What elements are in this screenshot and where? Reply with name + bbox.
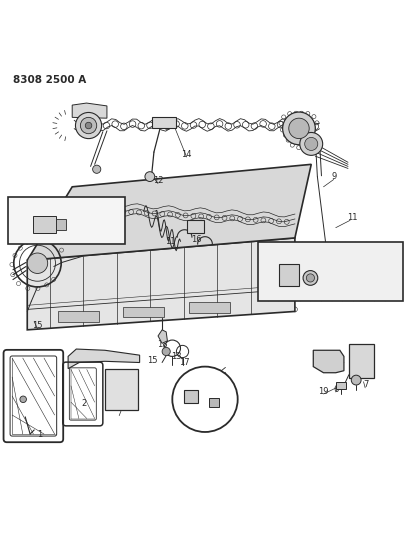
Text: 20: 20: [321, 266, 332, 275]
Circle shape: [288, 118, 308, 139]
Text: 6: 6: [332, 385, 337, 393]
Circle shape: [314, 261, 319, 266]
Bar: [58, 311, 99, 321]
Bar: [348, 344, 373, 378]
Text: 19: 19: [317, 386, 328, 395]
Bar: [151, 117, 176, 128]
Circle shape: [75, 112, 101, 139]
Bar: [186, 220, 203, 233]
Bar: [105, 369, 137, 409]
Text: 13: 13: [171, 352, 181, 361]
Text: 8: 8: [320, 254, 326, 263]
Text: 15: 15: [32, 321, 43, 330]
Text: 18: 18: [156, 340, 167, 349]
Bar: [335, 382, 345, 389]
Polygon shape: [72, 103, 107, 118]
Bar: [188, 302, 229, 313]
Bar: [183, 390, 198, 403]
Text: 1: 1: [37, 430, 42, 439]
Circle shape: [299, 133, 322, 155]
Bar: [209, 398, 219, 407]
Text: 11: 11: [164, 238, 175, 246]
Text: 11: 11: [346, 213, 357, 222]
Circle shape: [302, 271, 317, 285]
Text: E1
1A1: E1 1A1: [111, 381, 121, 391]
Bar: [123, 307, 164, 317]
Circle shape: [27, 253, 47, 273]
Polygon shape: [27, 164, 310, 261]
Text: 11: 11: [38, 203, 49, 212]
Circle shape: [92, 165, 101, 173]
Circle shape: [282, 112, 315, 145]
Text: 3: 3: [122, 386, 128, 395]
Polygon shape: [68, 349, 139, 369]
Text: 14: 14: [181, 150, 191, 159]
Text: 17: 17: [179, 358, 189, 367]
Text: 9: 9: [330, 172, 335, 181]
Bar: [278, 264, 298, 286]
Text: 2: 2: [82, 399, 87, 408]
Circle shape: [306, 274, 314, 282]
Bar: [8, 197, 124, 244]
Bar: [258, 242, 402, 301]
Circle shape: [172, 367, 237, 432]
Bar: [33, 216, 56, 232]
Circle shape: [144, 172, 154, 182]
Bar: [56, 219, 66, 230]
Text: 5: 5: [363, 344, 368, 353]
Text: 10: 10: [321, 356, 332, 365]
Circle shape: [20, 396, 26, 402]
Text: 8308 2500 A: 8308 2500 A: [13, 75, 86, 85]
Polygon shape: [312, 350, 343, 373]
Circle shape: [351, 375, 360, 385]
Text: 7: 7: [363, 381, 368, 390]
Text: 21: 21: [352, 272, 363, 281]
Polygon shape: [157, 330, 167, 343]
Text: 4: 4: [96, 356, 101, 365]
Circle shape: [85, 122, 92, 129]
Text: 16: 16: [191, 236, 202, 245]
Circle shape: [162, 348, 170, 356]
Polygon shape: [27, 238, 294, 330]
Circle shape: [304, 138, 317, 150]
Text: 15: 15: [146, 356, 157, 365]
Text: 12: 12: [153, 176, 163, 185]
Circle shape: [80, 117, 97, 134]
